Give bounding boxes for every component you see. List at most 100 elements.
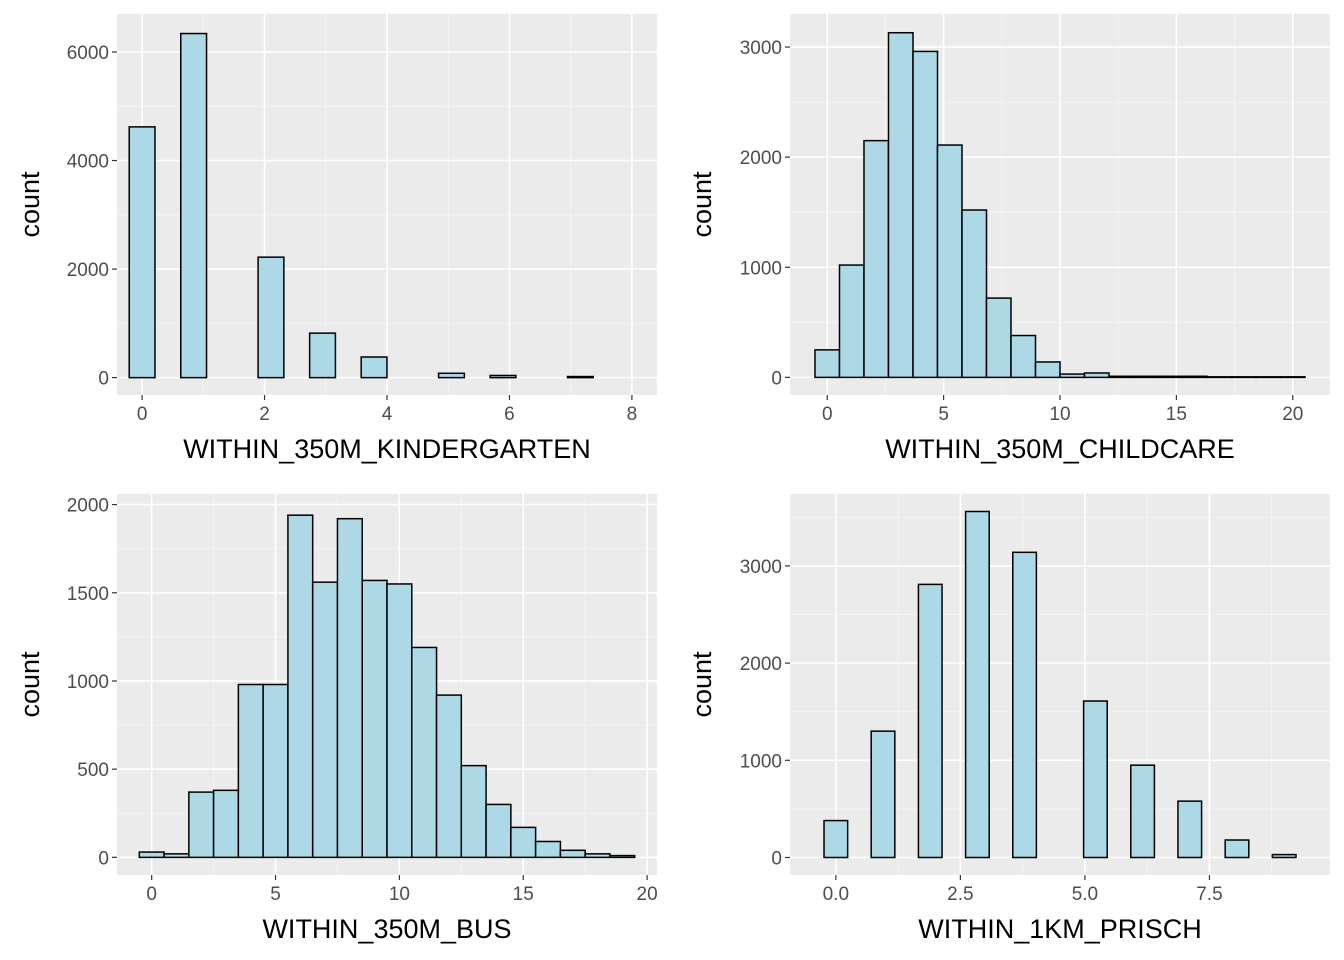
histogram-bar xyxy=(964,510,990,859)
x-axis-title: WITHIN_350M_CHILDCARE xyxy=(885,434,1235,464)
y-tick-label: 500 xyxy=(77,760,109,781)
histogram-bar xyxy=(1177,800,1203,859)
histogram-bar xyxy=(485,803,512,859)
histogram-bar xyxy=(887,31,914,379)
histogram-bar xyxy=(262,683,289,859)
y-tick-label: 0 xyxy=(771,849,782,870)
histogram-bar xyxy=(559,849,586,859)
histogram-bar xyxy=(1132,375,1159,379)
x-tick-label: 6 xyxy=(504,404,515,425)
histogram-bar xyxy=(985,297,1012,379)
x-tick-label: 10 xyxy=(389,884,410,905)
histogram-bar xyxy=(1130,764,1156,859)
histogram-bar xyxy=(336,517,363,859)
x-tick-label: 2 xyxy=(259,404,270,425)
y-axis-title: count xyxy=(687,651,717,718)
y-tick-label: 0 xyxy=(771,368,782,389)
histogram-bar xyxy=(1012,551,1038,859)
histogram-bar xyxy=(1082,700,1108,859)
histogram-bar xyxy=(435,694,463,859)
x-axis-title: WITHIN_350M_BUS xyxy=(262,914,511,944)
histogram-bar xyxy=(609,854,636,859)
histogram-bar xyxy=(912,50,939,379)
x-tick-label: 5 xyxy=(938,404,949,425)
histogram-bar xyxy=(163,853,190,859)
histogram-bar xyxy=(308,332,337,379)
y-axis-title: count xyxy=(15,171,45,238)
histogram-bar xyxy=(489,374,517,379)
histogram-bar xyxy=(838,264,865,379)
histogram-prisch: 0.0 2.5 5.0 7.5 0 1000 2000 3000 WITHIN_1KM_PRIS… xyxy=(687,494,1330,944)
histogram-bar xyxy=(237,683,264,859)
histogram-bar xyxy=(1157,375,1184,379)
histogram-childcare: 0 5 10 15 20 0 1000 2000 3000 WITHIN_350M_CHILDCA… xyxy=(687,14,1330,464)
histogram-bar xyxy=(311,581,339,859)
histogram-bar xyxy=(1108,375,1135,379)
x-tick-label: 5.0 xyxy=(1072,884,1098,905)
y-axis-title: count xyxy=(687,171,717,238)
histogram-bar xyxy=(814,349,841,379)
histogram-bus: 0 5 10 15 20 0 500 1000 1500 2000 WITHIN_350M_BUS c… xyxy=(15,494,658,944)
x-tick-label: 0 xyxy=(137,404,148,425)
y-tick-label: 0 xyxy=(98,848,109,869)
y-tick-label: 0 xyxy=(98,369,109,390)
histogram-bar xyxy=(411,646,438,859)
x-tick-label: 0 xyxy=(146,884,157,905)
histogram-bar xyxy=(386,583,413,859)
histogram-bar xyxy=(1181,375,1208,379)
histogram-bar xyxy=(257,256,285,379)
x-tick-label: 5 xyxy=(270,884,281,905)
x-tick-label: 2.5 xyxy=(947,884,973,905)
x-tick-label: 0 xyxy=(822,404,833,425)
histogram-bar xyxy=(212,789,240,859)
y-tick-label: 3000 xyxy=(740,557,782,578)
histogram-bar xyxy=(1279,376,1306,379)
histogram-bar xyxy=(128,126,156,379)
histogram-bar xyxy=(437,372,466,379)
histogram-bar xyxy=(1206,376,1233,379)
histogram-bar xyxy=(1010,334,1037,379)
x-tick-label: 15 xyxy=(513,884,534,905)
x-tick-label: 20 xyxy=(1282,404,1303,425)
y-tick-label: 4000 xyxy=(67,152,109,173)
y-tick-label: 2000 xyxy=(67,496,109,517)
histogram-bar xyxy=(361,579,388,859)
histogram-bar xyxy=(188,791,215,859)
y-tick-label: 1000 xyxy=(740,751,782,772)
histogram-bar xyxy=(510,826,537,859)
y-tick-label: 1000 xyxy=(67,672,109,693)
histogram-bar xyxy=(917,583,943,859)
histogram-bar xyxy=(823,819,849,859)
histogram-bar xyxy=(863,139,890,379)
histogram-bar xyxy=(1271,853,1297,859)
histogram-bar xyxy=(1255,376,1282,379)
histogram-bar xyxy=(534,840,562,859)
histogram-panel-childcare: 0 5 10 15 20 0 1000 2000 3000 WITHIN_350M_CHILDCA… xyxy=(672,0,1344,480)
x-tick-label: 10 xyxy=(1049,404,1070,425)
histogram-bar xyxy=(287,514,314,859)
x-tick-label: 20 xyxy=(637,884,658,905)
x-tick-label: 7.5 xyxy=(1196,884,1222,905)
histogram-bar xyxy=(138,851,165,859)
y-tick-label: 2000 xyxy=(740,148,782,169)
histogram-bar xyxy=(360,356,388,379)
x-tick-label: 15 xyxy=(1166,404,1187,425)
histogram-panel-bus: 0 5 10 15 20 0 500 1000 1500 2000 WITHIN_350M_BUS c… xyxy=(0,480,672,960)
histogram-bar xyxy=(1034,361,1061,379)
x-axis-title: WITHIN_1KM_PRISCH xyxy=(918,914,1202,944)
histogram-bar xyxy=(1059,373,1086,379)
x-tick-label: 4 xyxy=(382,404,393,425)
histogram-bar xyxy=(1083,372,1110,379)
histogram-bar xyxy=(566,375,594,379)
histogram-bar xyxy=(584,853,611,859)
y-axis-title: count xyxy=(15,651,45,718)
histogram-panel-kindergarten: 0 2 4 6 8 0 2000 4000 6000 WITHIN_350M_KINDERGART… xyxy=(0,0,672,480)
histogram-bar xyxy=(870,730,896,859)
y-tick-label: 2000 xyxy=(740,654,782,675)
y-tick-label: 6000 xyxy=(67,43,109,64)
x-tick-label: 0.0 xyxy=(823,884,849,905)
y-tick-label: 3000 xyxy=(740,38,782,59)
histogram-bar xyxy=(961,209,988,379)
y-tick-label: 1500 xyxy=(67,584,109,605)
y-tick-label: 2000 xyxy=(67,260,109,281)
